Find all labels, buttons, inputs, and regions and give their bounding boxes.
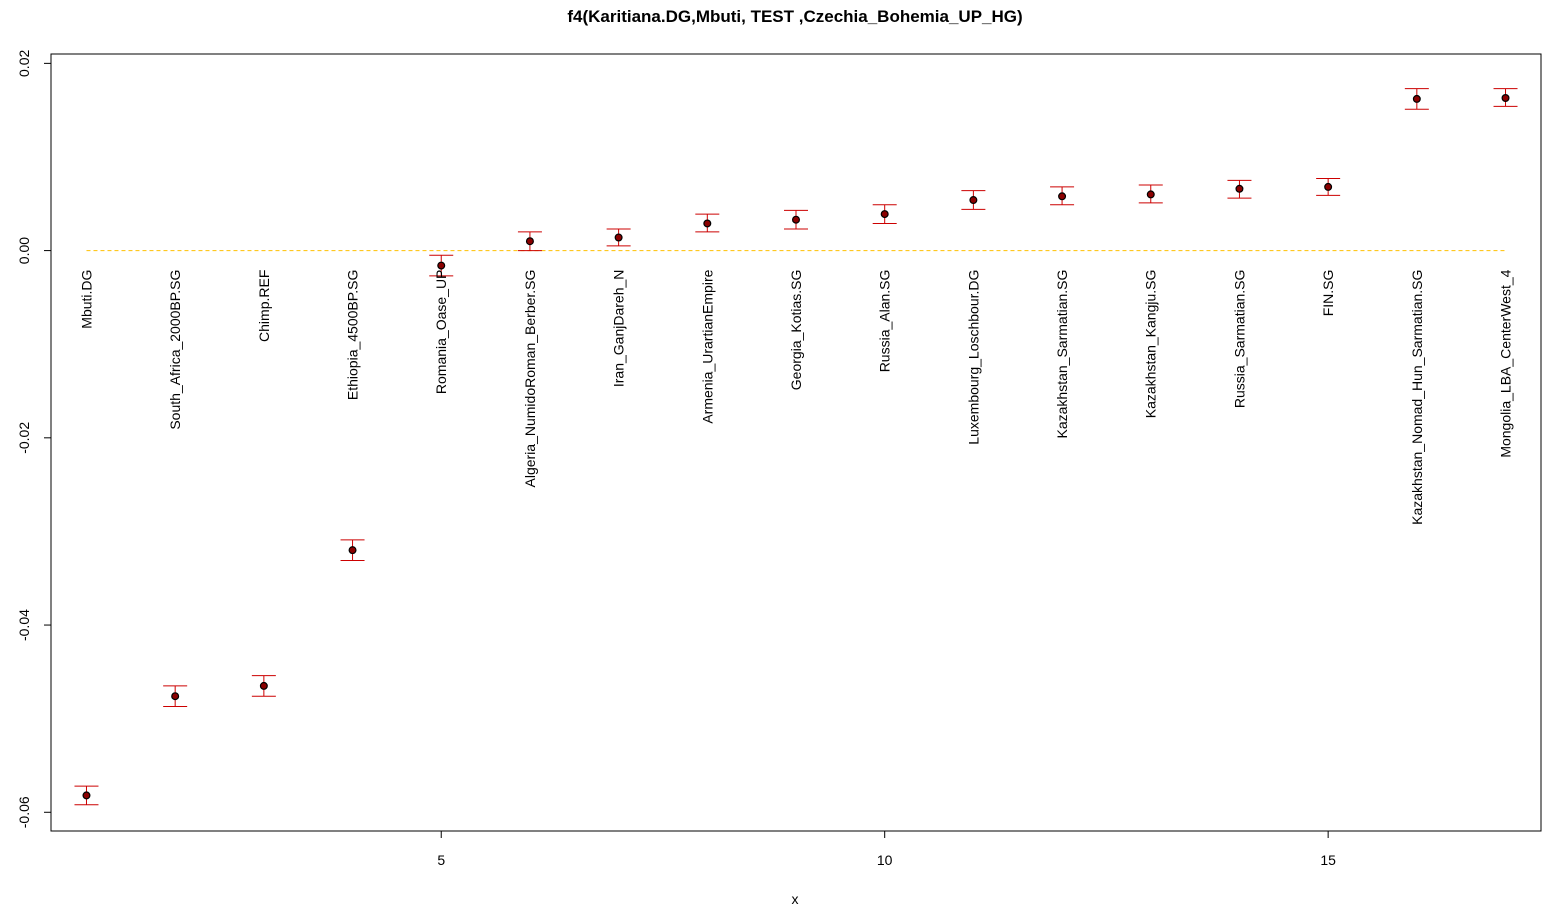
x-tick-label: 5	[437, 852, 445, 868]
x-axis: 5 10 15	[437, 831, 1336, 868]
data-point-group: Mbuti.DG	[74, 270, 99, 806]
y-tick-label: -0.04	[16, 609, 32, 641]
y-tick-label: 0.02	[16, 50, 32, 77]
data-point	[1412, 94, 1421, 103]
data-point	[1235, 184, 1244, 193]
data-point-group: Romania_Oase_UP	[429, 254, 454, 395]
data-point	[969, 196, 978, 205]
point-label: Kazakhstan_Kangju.SG	[1143, 270, 1159, 419]
point-label: Ethiopia_4500BP.SG	[345, 270, 361, 401]
point-label: Chimp.REF	[256, 270, 272, 342]
data-series: Mbuti.DG South_Africa_2000BP.SG Chimp.REF E…	[74, 88, 1518, 806]
data-point-group: Armenia_UrartianEmpire	[695, 213, 720, 424]
data-point	[880, 210, 889, 219]
data-point-group: Chimp.REF	[251, 270, 276, 697]
point-label: South_Africa_2000BP.SG	[167, 270, 183, 430]
data-point	[614, 233, 623, 242]
point-label: Iran_GanjDareh_N	[611, 270, 627, 388]
point-label: Romania_Oase_UP	[433, 270, 449, 395]
point-label: Russia_Alan.SG	[877, 270, 893, 373]
data-point-group: Russia_Alan.SG	[872, 204, 897, 373]
point-label: Mongolia_LBA_CenterWest_4	[1498, 269, 1514, 457]
data-point	[525, 237, 534, 246]
point-label: Russia_Sarmatian.SG	[1231, 270, 1247, 409]
data-point	[1501, 93, 1510, 102]
data-point-group: South_Africa_2000BP.SG	[163, 270, 188, 707]
data-point	[82, 791, 91, 800]
data-point-group: FIN.SG	[1316, 178, 1341, 317]
data-point	[1058, 192, 1067, 201]
y-tick-label: -0.06	[16, 796, 32, 828]
point-label: Algeria_NumidoRoman_Berber.SG	[522, 270, 538, 488]
data-point	[791, 215, 800, 224]
data-point-group: Luxembourg_Loschbour.DG	[961, 190, 986, 445]
data-point	[703, 219, 712, 228]
point-label: Kazakhstan_Sarmatian.SG	[1054, 270, 1070, 439]
y-axis: -0.06 -0.04 -0.02 0.00 0.02	[16, 50, 51, 828]
x-tick-label: 15	[1320, 852, 1336, 868]
data-point-group: Algeria_NumidoRoman_Berber.SG	[517, 231, 542, 488]
data-point	[1146, 190, 1155, 199]
data-point	[259, 681, 268, 690]
data-point-group: Kazakhstan_Kangju.SG	[1138, 184, 1163, 419]
point-label: Kazakhstan_Nomad_Hun_Sarmatian.SG	[1409, 270, 1425, 525]
point-label: Mbuti.DG	[78, 270, 94, 329]
x-tick-label: 10	[877, 852, 893, 868]
data-point-group: Iran_GanjDareh_N	[606, 228, 631, 388]
point-label: FIN.SG	[1320, 270, 1336, 317]
data-point-group: Ethiopia_4500BP.SG	[340, 270, 365, 561]
data-point-group: Mongolia_LBA_CenterWest_4	[1493, 88, 1518, 458]
data-point	[1324, 182, 1333, 191]
data-point-group: Georgia_Kotias.SG	[784, 209, 808, 391]
plot-frame	[50, 53, 1542, 832]
x-axis-label: x	[792, 891, 799, 907]
data-point	[437, 261, 446, 270]
data-point-group: Russia_Sarmatian.SG	[1227, 179, 1252, 409]
point-label: Luxembourg_Loschbour.DG	[965, 270, 981, 445]
point-label: Georgia_Kotias.SG	[788, 270, 804, 391]
data-point	[171, 692, 180, 701]
chart-title: f4(Karitiana.DG,Mbuti, TEST ,Czechia_Boh…	[567, 7, 1022, 26]
data-point-group: Kazakhstan_Nomad_Hun_Sarmatian.SG	[1404, 88, 1429, 525]
point-label: Armenia_UrartianEmpire	[699, 269, 715, 423]
y-tick-label: 0.00	[16, 237, 32, 264]
data-point-group: Kazakhstan_Sarmatian.SG	[1050, 186, 1075, 439]
data-point	[348, 546, 357, 555]
y-tick-label: -0.02	[16, 422, 32, 454]
